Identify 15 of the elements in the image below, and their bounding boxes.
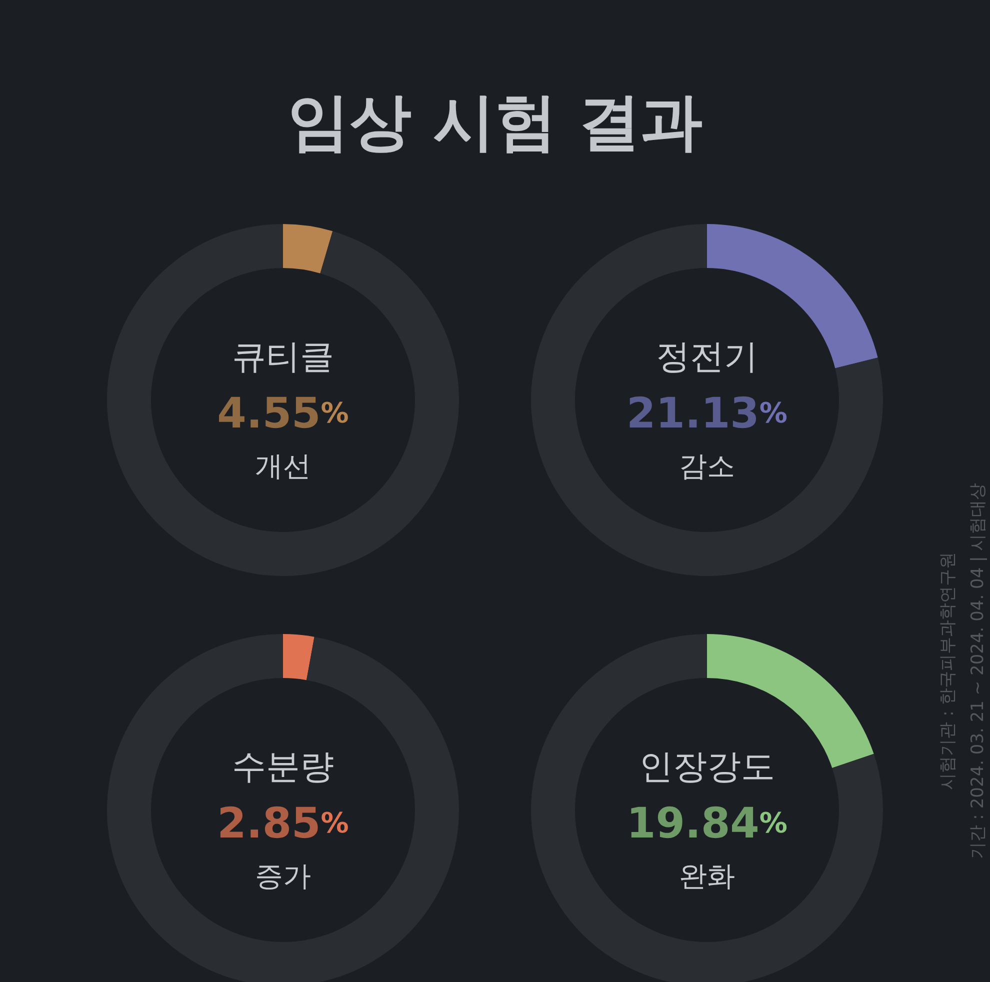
slice-label: 큐티클 bbox=[232, 337, 334, 377]
slice-label: 인장강도 bbox=[639, 747, 775, 787]
text: 증가 bbox=[255, 860, 311, 892]
text: 기간 : 2024. 03. 21 ~ 2024. 04. 04 | 시험대상 bbox=[967, 482, 988, 862]
text: 감소 bbox=[679, 450, 735, 482]
data-label: 4.55% bbox=[217, 388, 349, 438]
data-label: 2.85% bbox=[217, 798, 349, 848]
data-label: 19.84% bbox=[626, 798, 788, 848]
text: 임상 시험 결과 bbox=[286, 84, 704, 160]
data-label: 21.13% bbox=[626, 388, 788, 438]
text: 완화 bbox=[679, 860, 735, 892]
slice-label: 정전기 bbox=[656, 337, 758, 377]
text: 시험기관 : 한국피부과학연구원 bbox=[937, 551, 958, 792]
slice-label: 수분량 bbox=[232, 747, 334, 787]
text: 개선 bbox=[255, 450, 311, 482]
